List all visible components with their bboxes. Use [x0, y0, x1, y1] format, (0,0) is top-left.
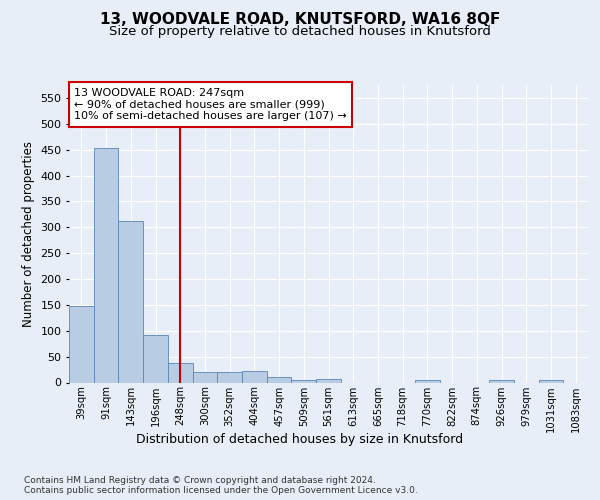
Bar	[94, 148, 118, 382]
Bar	[292, 380, 316, 382]
Bar	[118, 220, 143, 382]
Text: Size of property relative to detached houses in Knutsford: Size of property relative to detached ho…	[109, 25, 491, 38]
Text: 13, WOODVALE ROAD, KNUTSFORD, WA16 8QF: 13, WOODVALE ROAD, KNUTSFORD, WA16 8QF	[100, 12, 500, 28]
Bar	[539, 380, 563, 382]
Text: Contains HM Land Registry data © Crown copyright and database right 2024.
Contai: Contains HM Land Registry data © Crown c…	[24, 476, 418, 495]
Text: 13 WOODVALE ROAD: 247sqm
← 90% of detached houses are smaller (999)
10% of semi-: 13 WOODVALE ROAD: 247sqm ← 90% of detach…	[74, 88, 347, 121]
Bar	[217, 372, 242, 382]
Bar	[415, 380, 440, 382]
Bar	[69, 306, 94, 382]
Bar	[143, 336, 168, 382]
Y-axis label: Number of detached properties: Number of detached properties	[22, 141, 35, 327]
Bar	[267, 377, 292, 382]
Bar	[168, 364, 193, 382]
Bar	[193, 372, 217, 382]
Bar	[242, 371, 267, 382]
Bar	[489, 380, 514, 382]
Bar	[316, 380, 341, 382]
Text: Distribution of detached houses by size in Knutsford: Distribution of detached houses by size …	[136, 432, 464, 446]
